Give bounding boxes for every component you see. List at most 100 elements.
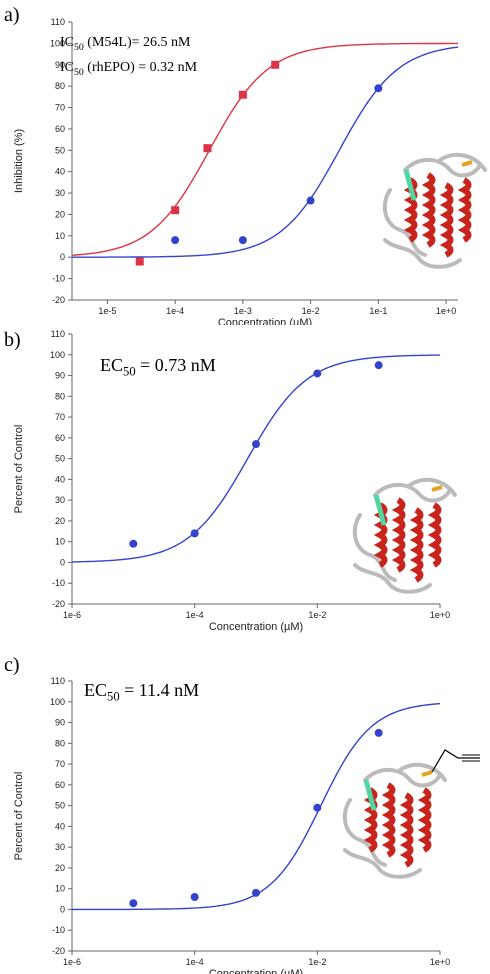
protein-structure-image (342, 749, 480, 879)
y-tick-label: 110 (51, 329, 65, 339)
y-tick-label: 0 (60, 252, 65, 262)
ec50-annotation: EC50 = 0.73 nM (100, 355, 216, 379)
y-tick-label: -10 (52, 578, 65, 588)
y-tick-label: 70 (55, 103, 65, 113)
panel-label: a) (4, 4, 20, 26)
x-tick-label: 1e+0 (430, 957, 450, 967)
y-tick-label: 80 (55, 391, 65, 401)
x-tick-label: 1e-4 (186, 957, 204, 967)
y-tick-label: 60 (55, 433, 65, 443)
y-tick-label: -10 (52, 925, 65, 935)
protein-coil (403, 157, 482, 178)
y-tick-label: 40 (55, 474, 65, 484)
y-axis-label: Percent of Control (13, 425, 25, 514)
panel-label: c) (4, 654, 20, 676)
y-tick-label: 80 (55, 738, 65, 748)
protein-helix (457, 177, 472, 243)
y-tick-label: 30 (55, 842, 65, 852)
protein-helix (427, 502, 442, 568)
data-point (238, 90, 247, 99)
y-tick-label: 30 (55, 188, 65, 198)
protein-helix (391, 497, 406, 573)
panel-c: c) EC50 = 11.4 nM -20 -10 0 10 20 30 40 50 60 70 8… (0, 650, 490, 974)
data-point (313, 369, 322, 378)
data-point (190, 529, 199, 538)
y-tick-label: -20 (52, 599, 65, 609)
x-tick-label: 1e-6 (63, 957, 81, 967)
y-tick-label: 10 (55, 884, 65, 894)
y-tick-label: 90 (55, 60, 65, 70)
protein-strand (363, 779, 377, 811)
y-tick-label: 60 (55, 124, 65, 134)
y-tick-label: 40 (55, 821, 65, 831)
x-tick-label: 1e-5 (98, 306, 116, 316)
y-tick-label: 100 (50, 697, 65, 707)
panel-a: a) IC50 (M54L)= 26.5 nM IC50 (rhEPO) = 0… (0, 0, 490, 325)
protein-helix (417, 787, 432, 853)
protein-helix (381, 782, 396, 858)
x-tick-label: 1e-3 (234, 306, 252, 316)
ic50-annotations: IC50 (M54L)= 26.5 nM IC50 (rhEPO) = 0.32… (60, 33, 197, 83)
data-point (271, 60, 280, 69)
y-tick-label: 0 (60, 557, 65, 567)
data-point (190, 893, 199, 901)
fit-curve (71, 42, 458, 256)
y-tick-label: 100 (50, 350, 65, 360)
protein-helix (399, 792, 414, 868)
data-point (135, 257, 144, 266)
y-axis-label: Percent of Control (13, 772, 25, 861)
chart-b: -20 -10 0 10 20 30 40 50 60 70 80 90 100 110 1e-6 1e-4 1… (13, 329, 457, 633)
y-tick-label: -10 (52, 274, 65, 284)
y-tick-label: 50 (55, 454, 65, 464)
chart-c: -20 -10 0 10 20 30 40 50 60 70 80 90 100 110 1e-6 1e-4 1… (13, 676, 480, 974)
y-tick-label: 70 (55, 412, 65, 422)
y-tick-label: 110 (51, 17, 65, 27)
y-tick-label: 0 (60, 904, 65, 914)
y-tick-label: 50 (55, 801, 65, 811)
protein-coil (398, 762, 447, 782)
panel-label: b) (4, 329, 21, 351)
data-point (129, 539, 138, 548)
protein-structure-image (352, 477, 457, 594)
ec50-annotation: EC50 = 11.4 nM (84, 680, 200, 704)
data-point (252, 888, 260, 897)
protein-coil (382, 188, 427, 257)
fit-curve (72, 46, 459, 258)
protein-coil (408, 477, 457, 497)
data-point (374, 84, 383, 93)
data-point (313, 803, 322, 812)
protein-helix (439, 182, 454, 258)
protein-strand (403, 169, 417, 201)
x-tick-label: 1e-6 (63, 610, 81, 620)
data-point (306, 196, 315, 205)
protein-structure-image (382, 152, 487, 269)
protein-helix (409, 507, 424, 583)
x-axis-label: Concentration (µM) (218, 317, 312, 325)
protein-coil (383, 238, 462, 269)
protein-helix (421, 172, 436, 248)
x-tick-label: 1e-4 (166, 306, 184, 316)
x-tick-label: 1e-4 (186, 610, 204, 620)
chart-a: -20 -10 0 10 20 30 40 50 60 70 80 90 100 110 1e-5 1e-4 1… (13, 17, 487, 325)
protein-coil (438, 152, 487, 172)
protein-coil (363, 767, 442, 788)
alkyne-triple-bond (462, 754, 480, 762)
x-tick-label: 1e-2 (302, 306, 320, 316)
protein-coil (373, 482, 452, 503)
protein-coil (342, 798, 387, 867)
alkyne-linker (431, 749, 480, 773)
y-tick-label: 100 (50, 38, 65, 48)
protein-coil (343, 848, 422, 879)
x-tick-label: 1e-2 (308, 957, 326, 967)
data-point (203, 144, 212, 153)
y-tick-label: 60 (55, 780, 65, 790)
data-point (171, 206, 180, 215)
panel-b: b) EC50 = 0.73 nM -20 -10 0 10 20 30 40 50 60 70 8… (0, 325, 490, 650)
ic50-m54l-annotation: IC50 (M54L)= 26.5 nM (60, 35, 191, 53)
y-axis-label: Inhibition (%) (13, 129, 25, 193)
y-tick-label: -20 (52, 946, 65, 956)
protein-disulfide (421, 770, 433, 777)
x-tick-label: 1e-1 (369, 306, 387, 316)
x-tick-label: 1e+0 (436, 306, 456, 316)
y-tick-label: 90 (55, 718, 65, 728)
